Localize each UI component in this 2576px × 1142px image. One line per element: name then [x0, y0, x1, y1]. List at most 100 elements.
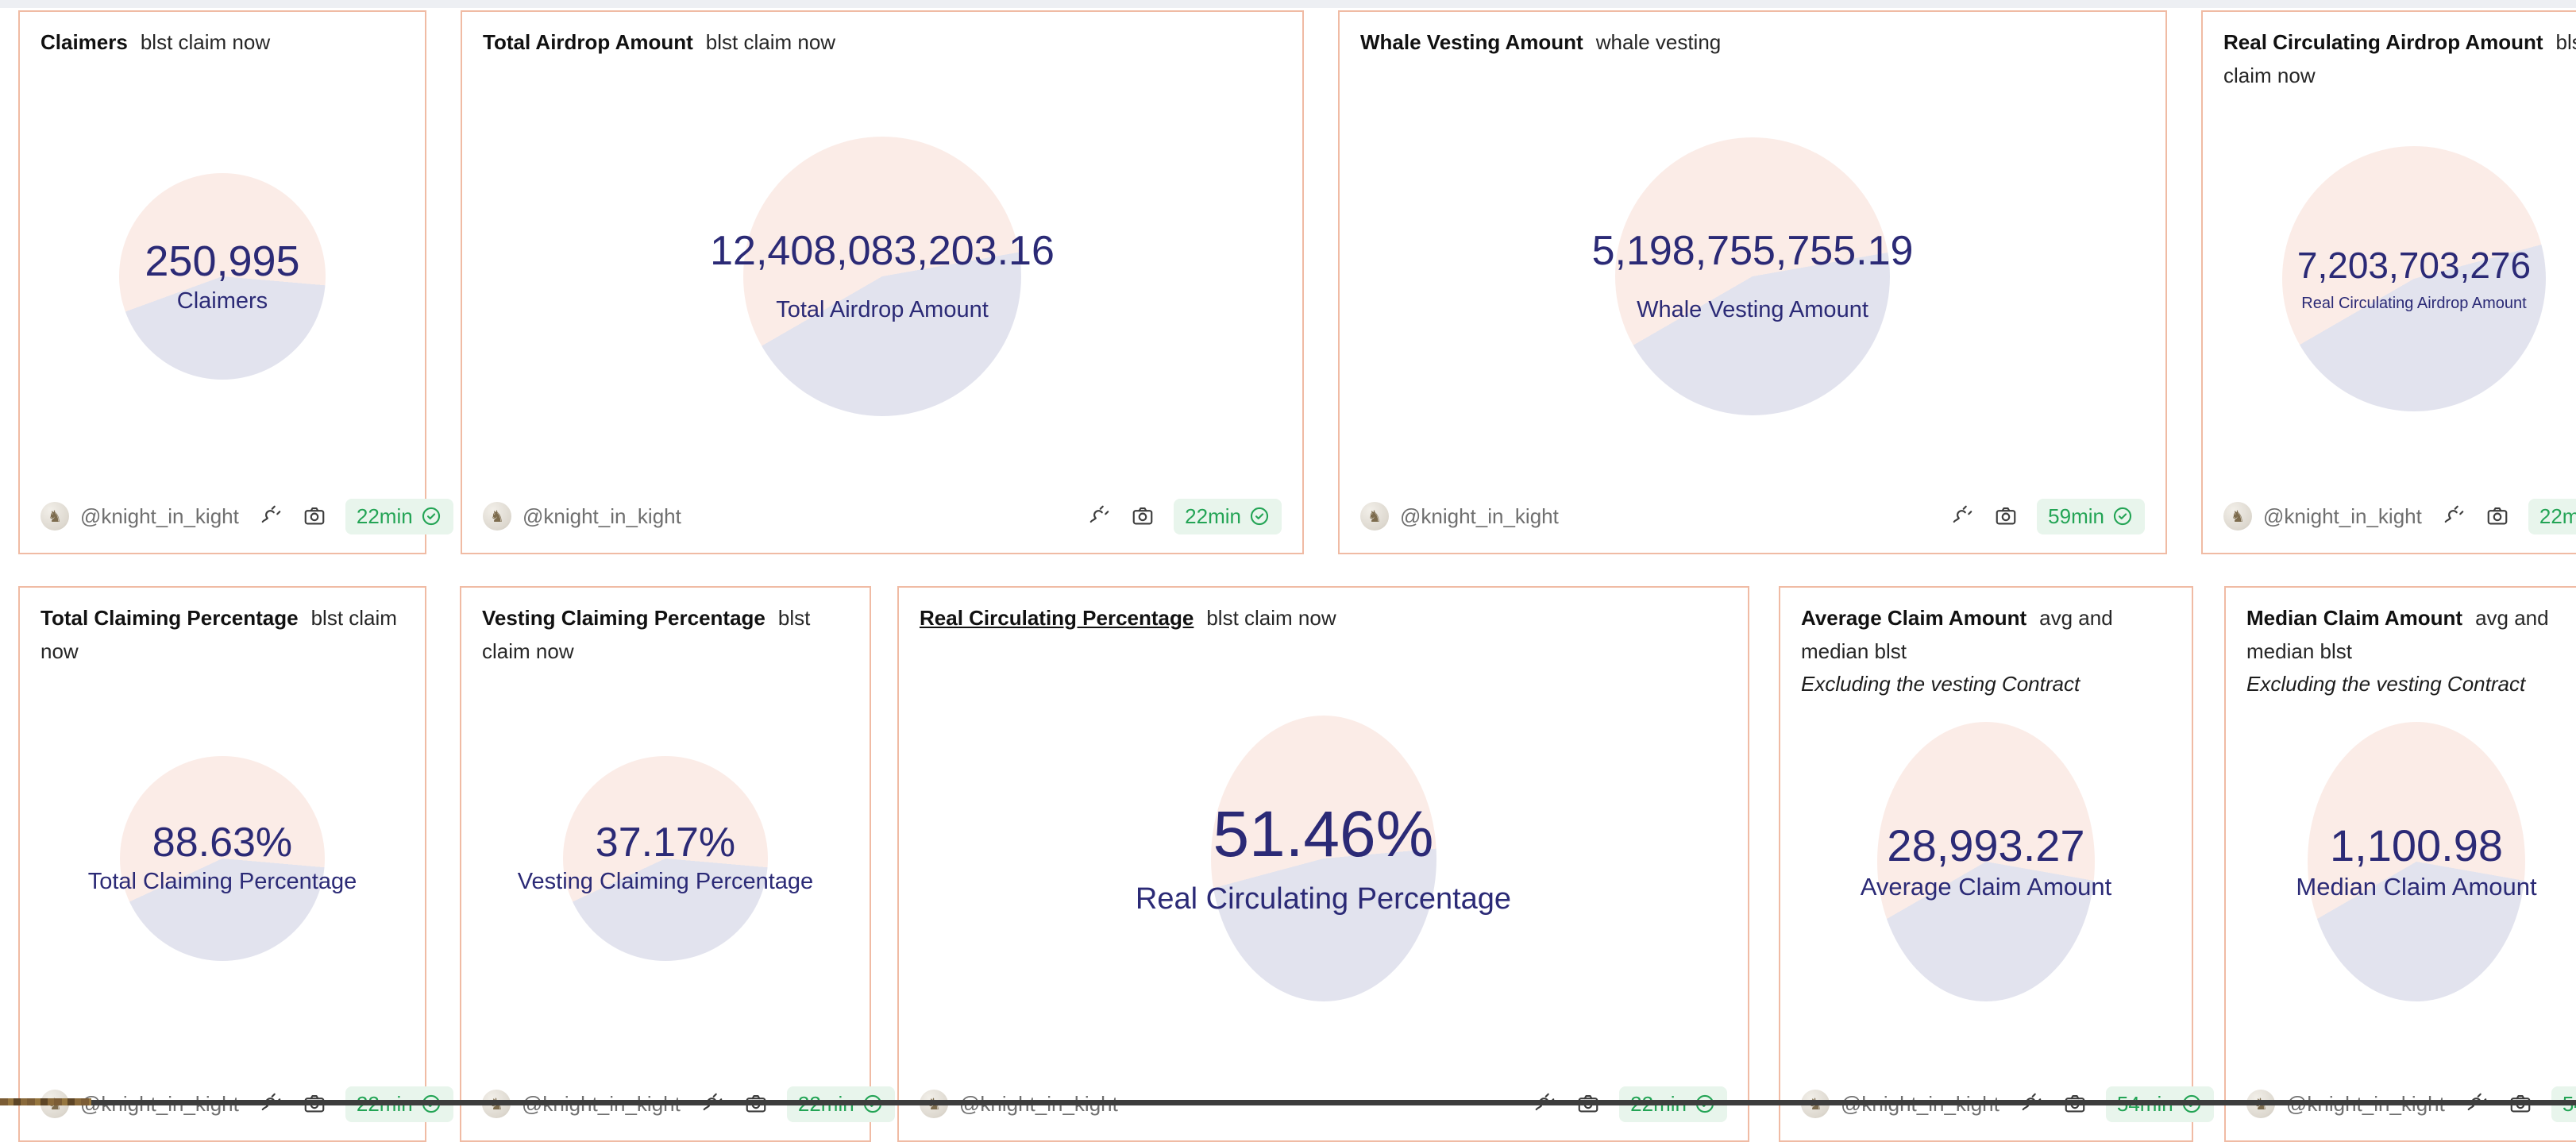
card-subtitle: whale vesting: [1595, 30, 1722, 54]
verified-check-icon: [422, 507, 440, 526]
counter-value: 88.63%: [152, 819, 293, 866]
pie-chart: [563, 755, 768, 961]
pie-chart: [1615, 137, 1890, 416]
card-header: Real Circulating Percentage blst claim no…: [920, 602, 1727, 635]
metric-card-total-airdrop: Total Airdrop Amount blst claim now 12,40…: [461, 10, 1304, 554]
card-subtitle: blst claim now: [2223, 30, 2576, 87]
counter: 1,100.98 Median Claim Amount: [2296, 820, 2536, 904]
user-avatar[interactable]: ♞: [2223, 502, 2252, 530]
metric-card-average-claim: Average Claim Amount avg and median blst …: [1779, 586, 2214, 1142]
counter-value: 250,995: [145, 237, 300, 286]
verified-check-icon: [2113, 507, 2132, 526]
card-note: Excluding the vesting Contract: [2246, 672, 2526, 696]
plug-icon[interactable]: [256, 503, 283, 530]
pie-chart: [743, 137, 1021, 417]
card-title-link[interactable]: Real Circulating Airdrop Amount: [2223, 30, 2543, 54]
card-header: Whale Vesting Amount whale vesting: [1360, 26, 2145, 60]
verified-check-icon: [1250, 507, 1269, 526]
card-header: Vesting Claiming Percentage blst claim no…: [482, 602, 849, 668]
card-subtitle: blst claim now: [1206, 606, 1336, 630]
counter: 12,408,083,203.16 Total Airdrop Amount: [710, 228, 1055, 326]
metric-card-total-claiming-pct: Total Claiming Percentage blst claim now …: [18, 586, 453, 1142]
counter-value: 1,100.98: [2330, 820, 2503, 871]
card-subtitle: blst claim now: [482, 606, 811, 663]
counter-value: 51.46%: [1213, 797, 1434, 870]
card-footer: ♞ @knight_in_kight 22min: [483, 494, 1282, 538]
username-link[interactable]: @knight_in_kight: [1400, 503, 1559, 528]
counter: 88.63% Total Claiming Percentage: [88, 820, 357, 897]
pie-chart: [119, 173, 326, 380]
metric-card-claimers: Claimers blst claim now 250,995 Claimers …: [18, 10, 453, 554]
plug-icon[interactable]: [1948, 503, 1975, 530]
counter-value: 12,408,083,203.16: [710, 227, 1055, 274]
counter: 51.46% Real Circulating Percentage: [1136, 797, 1511, 920]
card-footer: ♞ @knight_in_kight 22min: [2223, 494, 2576, 538]
card-subtitle: avg and median blst: [2246, 606, 2549, 663]
counter: 37.17% Vesting Claiming Percentage: [518, 820, 813, 897]
card-subtitle: blst claim now: [40, 606, 397, 663]
card-title-link[interactable]: Whale Vesting Amount: [1360, 30, 1583, 54]
counter-value: 5,198,755,755.19: [1591, 227, 1914, 274]
camera-icon[interactable]: [301, 503, 328, 530]
counter-label: Real Circulating Percentage: [1135, 882, 1512, 916]
time-label: 22min: [2539, 503, 2576, 528]
username-link[interactable]: @knight_in_kight: [2263, 503, 2422, 528]
card-title-link[interactable]: Vesting Claiming Percentage: [482, 606, 765, 630]
card-title-link[interactable]: Median Claim Amount: [2246, 606, 2463, 630]
last-updated-badge[interactable]: 22min: [1174, 498, 1282, 534]
pie-chart: [1877, 722, 2095, 1002]
counter-label: Claimers: [176, 287, 268, 314]
card-title-link[interactable]: Total Airdrop Amount: [483, 30, 693, 54]
pie-chart: [1210, 715, 1436, 1001]
plug-icon[interactable]: [2439, 503, 2466, 530]
last-updated-badge[interactable]: 22min: [345, 498, 453, 534]
card-footer: ♞ @knight_in_kight 22min: [40, 494, 453, 538]
card-title-link[interactable]: Average Claim Amount: [1801, 606, 2027, 630]
card-footer: ♞ @knight_in_kight 59min: [1360, 494, 2145, 538]
counter: 7,203,703,276 Real Circulating Airdrop A…: [2297, 245, 2531, 314]
counter-label: Median Claim Amount: [2296, 873, 2537, 901]
time-label: 59min: [2048, 503, 2104, 528]
counter-label: Total Airdrop Amount: [776, 297, 989, 323]
metric-card-median-claim: Median Claim Amount avg and median blst E…: [2224, 586, 2576, 1142]
pie-chart: [120, 755, 325, 961]
card-title-link[interactable]: Real Circulating Percentage: [920, 606, 1194, 630]
counter: 5,198,755,755.19 Whale Vesting Amount: [1592, 228, 1914, 326]
camera-icon[interactable]: [1992, 503, 2019, 530]
user-avatar[interactable]: ♞: [1360, 502, 1389, 530]
card-title-link[interactable]: Total Claiming Percentage: [40, 606, 299, 630]
username-link[interactable]: @knight_in_kight: [523, 503, 681, 528]
card-note: Excluding the vesting Contract: [1801, 672, 2080, 696]
card-subtitle: blst claim now: [140, 30, 271, 54]
card-subtitle: avg and median blst: [1801, 606, 2113, 663]
counter-value: 37.17%: [595, 819, 736, 866]
metric-card-vesting-claiming-pct: Vesting Claiming Percentage blst claim no…: [460, 586, 895, 1142]
metric-card-real-circulating-pct: Real Circulating Percentage blst claim no…: [897, 586, 1749, 1142]
time-label: 22min: [356, 503, 413, 528]
counter: 28,993.27 Average Claim Amount: [1861, 820, 2111, 904]
card-header: Average Claim Amount avg and median blst …: [1801, 602, 2171, 701]
card-header: Claimers blst claim now: [40, 26, 404, 60]
user-avatar[interactable]: ♞: [40, 502, 69, 530]
username-link[interactable]: @knight_in_kight: [80, 503, 239, 528]
counter-label: Real Circulating Airdrop Amount: [2301, 294, 2527, 312]
counter: 250,995 Claimers: [145, 237, 299, 316]
plug-icon[interactable]: [1085, 503, 1112, 530]
user-avatar[interactable]: ♞: [483, 502, 511, 530]
card-header: Total Claiming Percentage blst claim now: [40, 602, 404, 668]
time-label: 22min: [1185, 503, 1241, 528]
pie-chart: [2282, 146, 2546, 412]
camera-icon[interactable]: [1129, 503, 1156, 530]
last-updated-badge[interactable]: 22min: [2528, 498, 2576, 534]
last-updated-badge[interactable]: 59min: [2037, 498, 2145, 534]
card-header: Total Airdrop Amount blst claim now: [483, 26, 1282, 60]
card-subtitle: blst claim now: [705, 30, 836, 54]
card-title-link[interactable]: Claimers: [40, 30, 128, 54]
bottom-edge-strip: [91, 1100, 2576, 1105]
counter-label: Average Claim Amount: [1860, 873, 2112, 901]
counter-value: 28,993.27: [1887, 820, 2085, 871]
camera-icon[interactable]: [2484, 503, 2511, 530]
top-edge-strip: [0, 0, 2576, 8]
counter-value: 7,203,703,276: [2296, 244, 2532, 286]
